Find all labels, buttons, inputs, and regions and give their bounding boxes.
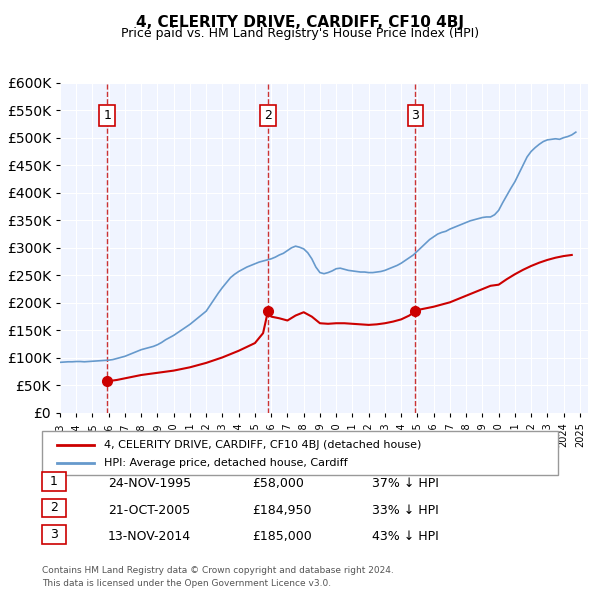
Text: 33% ↓ HPI: 33% ↓ HPI bbox=[372, 504, 439, 517]
FancyBboxPatch shape bbox=[42, 472, 66, 491]
Text: £58,000: £58,000 bbox=[252, 477, 304, 490]
Text: 1: 1 bbox=[103, 109, 111, 122]
Text: HPI: Average price, detached house, Cardiff: HPI: Average price, detached house, Card… bbox=[104, 458, 347, 467]
Text: 13-NOV-2014: 13-NOV-2014 bbox=[108, 530, 191, 543]
Text: 21-OCT-2005: 21-OCT-2005 bbox=[108, 504, 190, 517]
Text: 3: 3 bbox=[50, 528, 58, 541]
FancyBboxPatch shape bbox=[42, 525, 66, 544]
FancyBboxPatch shape bbox=[42, 499, 66, 517]
Text: This data is licensed under the Open Government Licence v3.0.: This data is licensed under the Open Gov… bbox=[42, 579, 331, 588]
Text: 4, CELERITY DRIVE, CARDIFF, CF10 4BJ (detached house): 4, CELERITY DRIVE, CARDIFF, CF10 4BJ (de… bbox=[104, 440, 421, 450]
Text: 2: 2 bbox=[264, 109, 272, 122]
Text: £185,000: £185,000 bbox=[252, 530, 312, 543]
Text: 37% ↓ HPI: 37% ↓ HPI bbox=[372, 477, 439, 490]
Text: 3: 3 bbox=[412, 109, 419, 122]
Text: 4, CELERITY DRIVE, CARDIFF, CF10 4BJ: 4, CELERITY DRIVE, CARDIFF, CF10 4BJ bbox=[136, 15, 464, 30]
Text: 43% ↓ HPI: 43% ↓ HPI bbox=[372, 530, 439, 543]
FancyBboxPatch shape bbox=[42, 431, 558, 475]
Text: £184,950: £184,950 bbox=[252, 504, 311, 517]
Text: Contains HM Land Registry data © Crown copyright and database right 2024.: Contains HM Land Registry data © Crown c… bbox=[42, 566, 394, 575]
Text: 1: 1 bbox=[50, 475, 58, 488]
Text: Price paid vs. HM Land Registry's House Price Index (HPI): Price paid vs. HM Land Registry's House … bbox=[121, 27, 479, 40]
Text: 2: 2 bbox=[50, 502, 58, 514]
Text: 24-NOV-1995: 24-NOV-1995 bbox=[108, 477, 191, 490]
